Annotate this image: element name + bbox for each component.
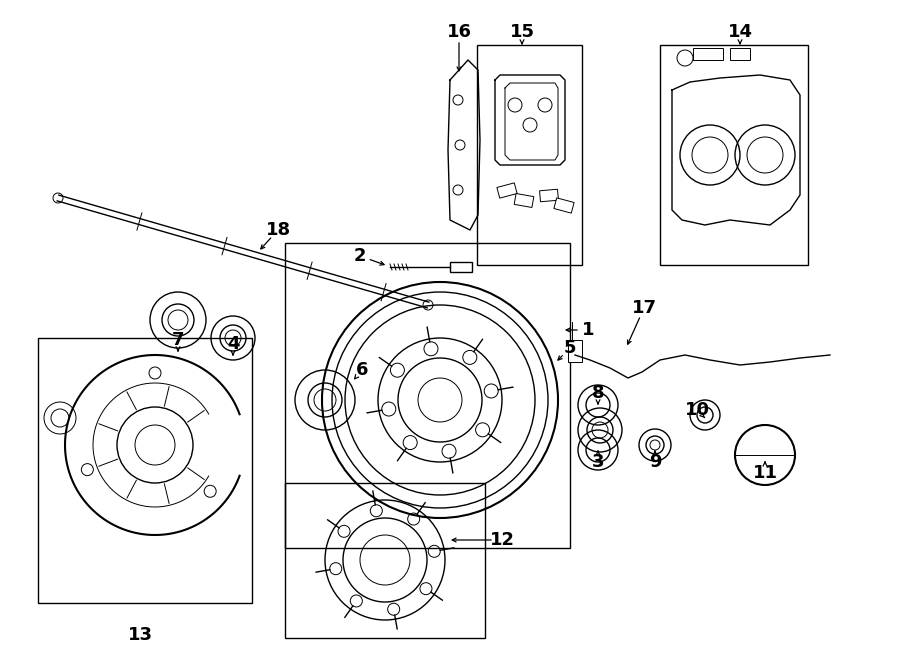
Bar [285, 483, 485, 638]
Text: 2: 2 [354, 247, 366, 265]
Text: 15: 15 [509, 23, 535, 41]
Bar [554, 198, 574, 213]
Bar [38, 338, 252, 603]
Bar [285, 243, 570, 548]
Text: 8: 8 [591, 384, 604, 402]
Text: 6: 6 [356, 361, 368, 379]
Bar [693, 48, 723, 60]
Text: 10: 10 [685, 401, 709, 419]
Bar [514, 194, 534, 208]
Text: 4: 4 [227, 335, 239, 353]
Text: 9: 9 [649, 453, 662, 471]
Bar [477, 45, 582, 265]
Text: 14: 14 [727, 23, 752, 41]
Text: 16: 16 [446, 23, 472, 41]
Text: 3: 3 [592, 453, 604, 471]
Bar [497, 183, 518, 198]
Bar [450, 262, 472, 272]
Text: 1: 1 [581, 321, 594, 339]
Text: 13: 13 [128, 626, 152, 644]
Text: 18: 18 [266, 221, 291, 239]
Text: 5: 5 [563, 339, 576, 357]
Bar [540, 189, 558, 202]
Text: 12: 12 [490, 531, 515, 549]
Text: 11: 11 [752, 464, 778, 482]
Text: 17: 17 [632, 299, 656, 317]
Bar [730, 48, 750, 60]
Bar [568, 340, 582, 362]
Text: 7: 7 [172, 331, 184, 349]
Bar [660, 45, 808, 265]
